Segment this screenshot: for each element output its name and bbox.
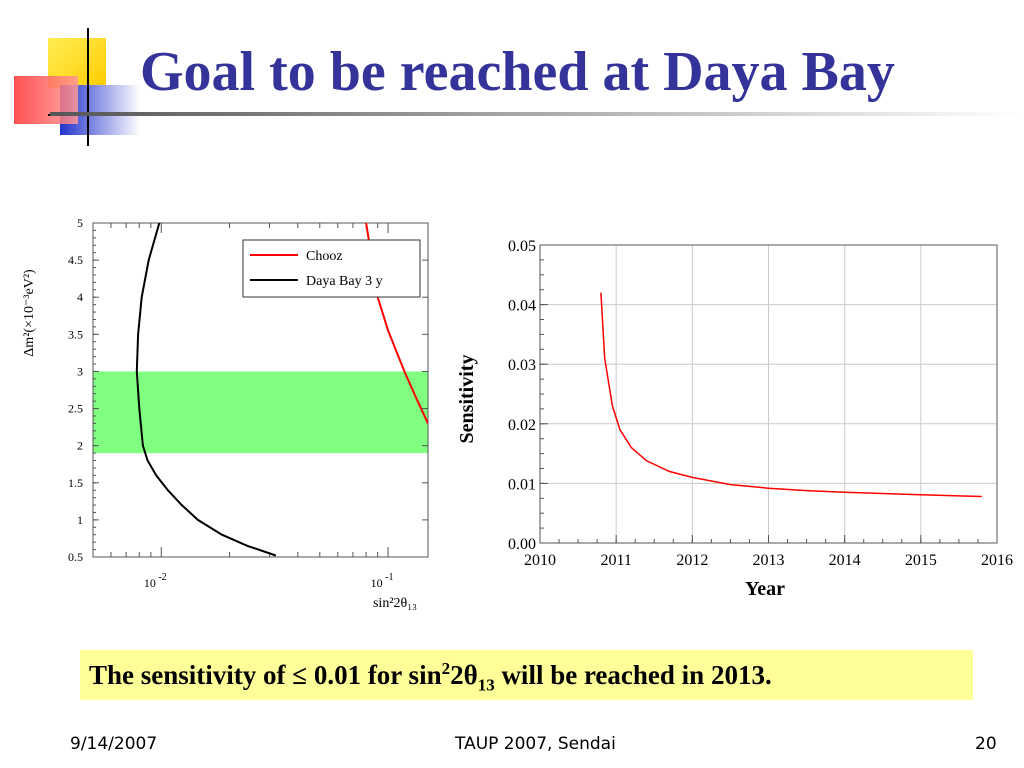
- y-tick-label: 5: [77, 216, 83, 230]
- series-line-sensitivity: [600, 292, 982, 498]
- slide-logo-decoration: [14, 28, 140, 146]
- chart-sensitivity-vs-year: 2010 2011 2012 2013 2014 2015 2016 0.00 0.01 0.02…: [456, 238, 1013, 600]
- slide-title: Goal to be reached at Daya Bay: [140, 41, 895, 103]
- y-axis-title: Sensitivity: [456, 355, 478, 444]
- y-tick-label: 0.03: [508, 357, 536, 374]
- callout-text-prefix: The sensitivity of ≤ 0.01 for sin: [89, 660, 442, 690]
- x-tick-label: 2015: [905, 552, 937, 569]
- footer-date: 9/14/2007: [70, 734, 158, 754]
- series-line-daya-bay-3-y: [135, 223, 277, 557]
- y-tick-label: 0.02: [508, 417, 536, 434]
- sensitivity-band-region: [93, 371, 428, 454]
- x-tick-label: 2014: [829, 552, 861, 569]
- plot-frame: [92, 222, 429, 558]
- callout-text-mid: 2θ: [450, 660, 478, 690]
- y-tick-label: 3: [77, 364, 83, 378]
- chart-exclusion-contour: 0.5 1 1.5 2 2.5 3 3.5 4 4.5 5 10 -2 10 -1 Chooz Daya…: [22, 216, 429, 611]
- x-tick-label: 2011: [600, 552, 631, 569]
- x-tick-label: 2012: [676, 552, 708, 569]
- x-tick-label: 10 -2: [144, 572, 167, 590]
- y-tick-label: 0.00: [508, 536, 536, 553]
- legend-box: [242, 239, 421, 298]
- y-tick-label: 0.04: [508, 298, 536, 315]
- callout-subscript: 13: [477, 675, 495, 695]
- y-axis-title: Δm²(×10⁻³eV²): [22, 269, 37, 357]
- footer-page-number: 20: [975, 734, 997, 754]
- x-tick-label: 10 -1: [371, 572, 394, 590]
- x-axis-title: Year: [745, 578, 785, 600]
- y-tick-label: 4.5: [68, 253, 83, 267]
- legend-label: Daya Bay 3 y: [306, 274, 383, 289]
- x-tick-label: 2016: [981, 552, 1013, 569]
- y-tick-label: 1: [77, 513, 83, 527]
- footer-conference: TAUP 2007, Sendai: [455, 734, 616, 754]
- x-axis-title: sin²2θ₁₃: [373, 596, 417, 611]
- callout-superscript: 2: [441, 659, 451, 678]
- y-tick-label: 1.5: [68, 476, 83, 490]
- y-tick-label: 3.5: [68, 327, 83, 341]
- callout-text-suffix: will be reached in 2013.: [494, 660, 772, 690]
- y-tick-label: 0.5: [68, 550, 83, 564]
- legend-label: Chooz: [306, 249, 343, 264]
- title-underline: [50, 112, 1024, 116]
- x-tick-label: 2010: [524, 552, 556, 569]
- y-tick-label: 2: [77, 439, 83, 453]
- y-tick-label: 2.5: [68, 402, 83, 416]
- y-tick-label: 4: [77, 290, 83, 304]
- x-tick-label: 2013: [753, 552, 785, 569]
- y-tick-label: 0.05: [508, 238, 536, 255]
- sensitivity-callout: The sensitivity of ≤ 0.01 for sin22θ13 w…: [80, 650, 973, 700]
- y-tick-label: 0.01: [508, 476, 536, 493]
